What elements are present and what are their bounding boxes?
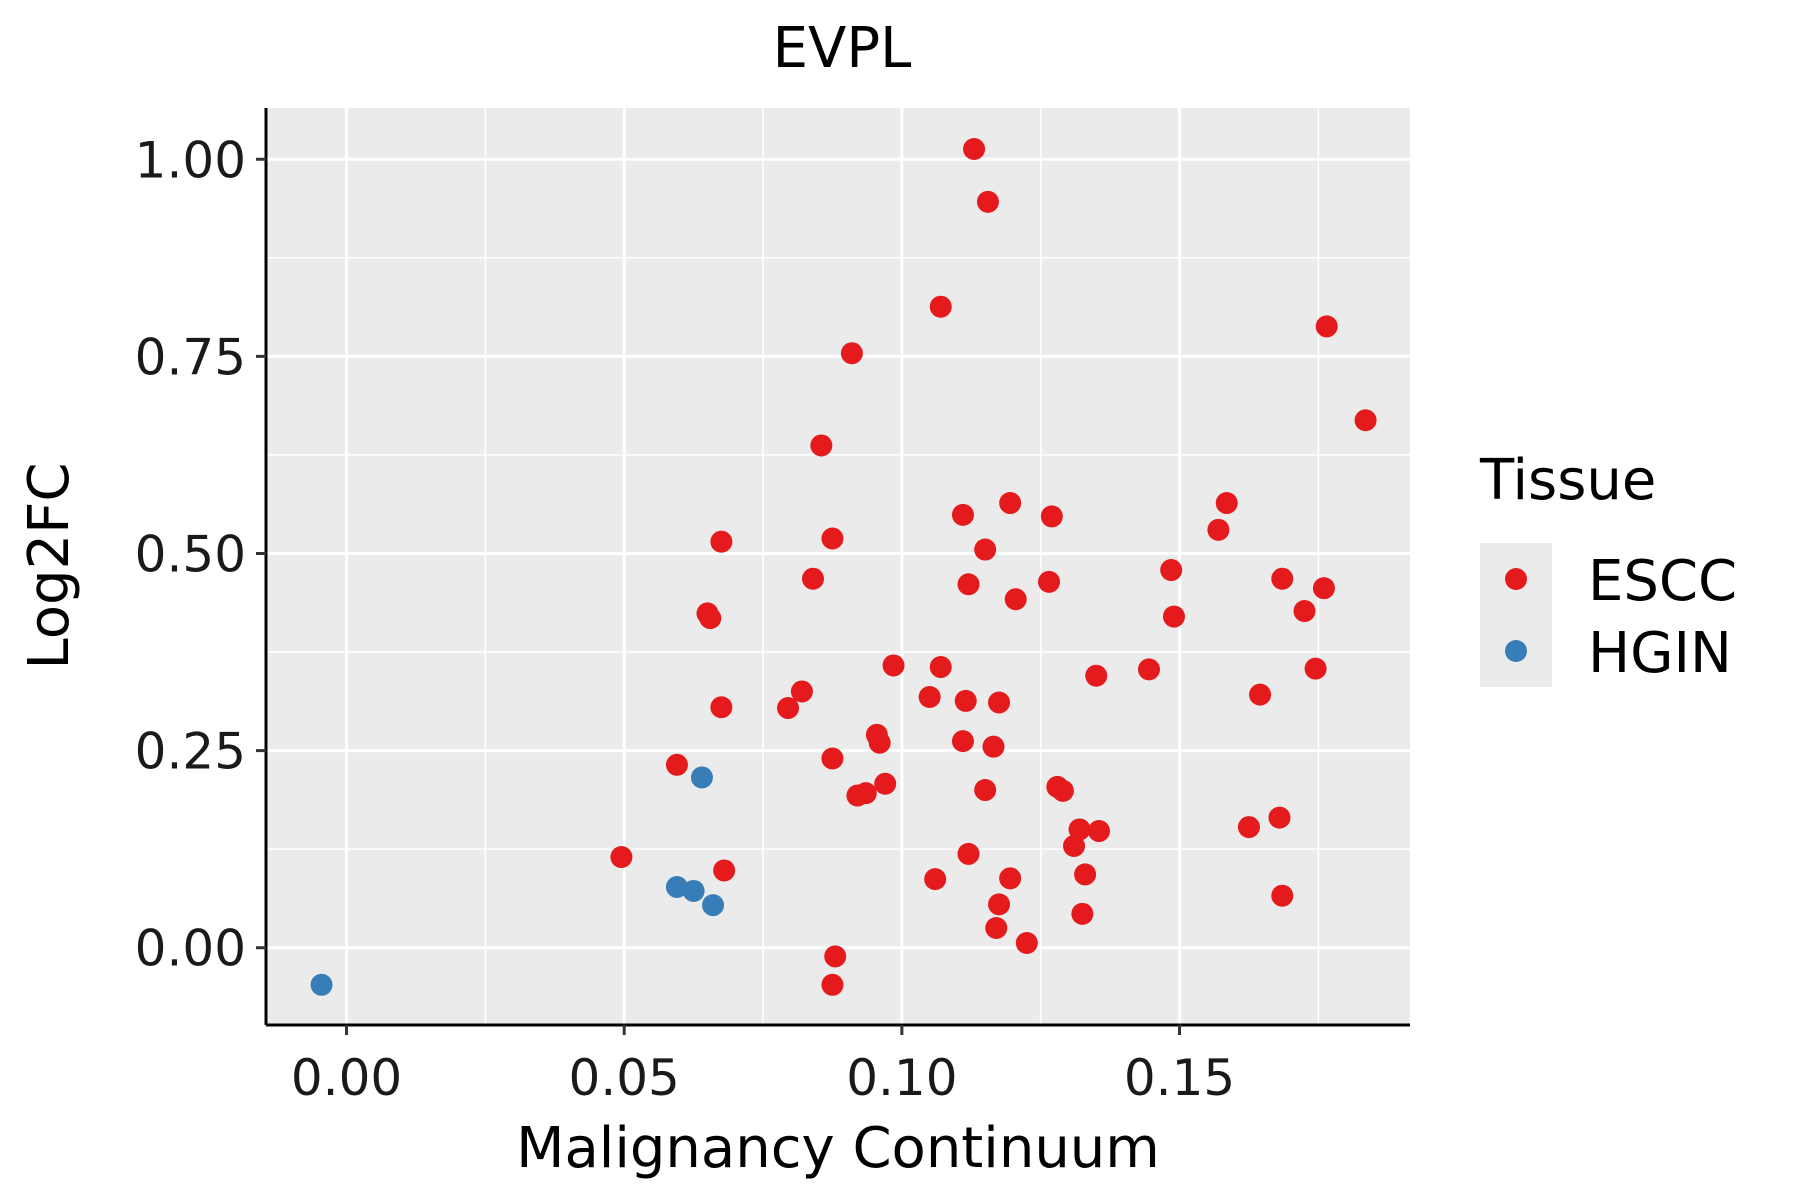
legend-key-hgin <box>1505 640 1527 662</box>
point-escc <box>854 782 877 805</box>
x-tick-label: 0.10 <box>846 1049 957 1107</box>
legend-title: Tissue <box>1479 448 1656 513</box>
point-escc <box>824 945 847 968</box>
point-escc <box>1063 835 1086 858</box>
y-axis-ticks: 0.00 0.25 0.50 0.75 1.00 <box>135 131 266 978</box>
point-escc <box>1051 779 1074 802</box>
point-escc <box>988 893 1011 916</box>
point-escc <box>988 691 1011 714</box>
data-points <box>310 138 1377 996</box>
point-escc <box>1268 806 1291 829</box>
point-escc <box>1068 818 1091 841</box>
point-escc <box>1137 658 1160 681</box>
point-escc <box>1304 657 1327 680</box>
point-escc <box>1071 902 1094 925</box>
legend-label-escc: ESCC <box>1588 549 1737 614</box>
point-escc <box>1015 931 1038 954</box>
point-escc <box>1160 559 1183 582</box>
point-escc <box>699 607 722 630</box>
point-escc <box>929 656 952 679</box>
point-escc <box>1312 577 1335 600</box>
point-escc <box>665 753 688 776</box>
point-escc <box>954 689 977 712</box>
point-escc <box>974 779 997 802</box>
point-escc <box>610 846 633 869</box>
point-escc <box>821 973 844 996</box>
point-escc <box>821 527 844 550</box>
point-escc <box>1162 605 1185 628</box>
y-tick-label: 0.75 <box>135 328 246 386</box>
point-escc <box>957 573 980 596</box>
point-escc <box>1038 570 1061 593</box>
point-escc <box>710 696 733 719</box>
y-tick-label: 0.50 <box>135 525 246 583</box>
point-hgin <box>682 879 705 902</box>
point-hgin <box>702 894 725 917</box>
point-escc <box>1215 492 1238 515</box>
legend-key-escc <box>1505 568 1527 590</box>
point-escc <box>713 859 736 882</box>
point-escc <box>821 747 844 770</box>
point-escc <box>1293 600 1316 623</box>
point-escc <box>1085 664 1108 687</box>
point-escc <box>790 680 813 703</box>
point-hgin <box>665 876 688 899</box>
point-escc <box>810 434 833 457</box>
point-escc <box>957 842 980 865</box>
x-axis-ticks: 0.00 0.05 0.10 0.15 <box>291 1025 1235 1107</box>
point-escc <box>918 685 941 708</box>
point-hgin <box>690 766 713 789</box>
point-escc <box>1207 518 1230 541</box>
y-tick-label: 0.00 <box>135 920 246 978</box>
chart-title: EVPL <box>773 16 912 81</box>
point-escc <box>1237 816 1260 839</box>
legend: Tissue ESCC HGIN <box>1479 448 1737 687</box>
point-escc <box>1249 683 1272 706</box>
point-escc <box>1074 863 1097 886</box>
grid-minor <box>266 108 1410 1025</box>
point-escc <box>1088 820 1111 843</box>
y-axis-title: Log2FC <box>17 463 82 670</box>
point-escc <box>999 867 1022 890</box>
point-escc <box>982 735 1005 758</box>
y-tick-label: 0.25 <box>135 723 246 781</box>
legend-label-hgin: HGIN <box>1588 621 1732 686</box>
point-escc <box>1354 409 1377 432</box>
point-escc <box>802 567 825 590</box>
point-escc <box>951 730 974 753</box>
point-escc <box>868 731 891 754</box>
point-escc <box>924 868 947 891</box>
point-escc <box>882 654 905 677</box>
y-tick-label: 1.00 <box>135 131 246 189</box>
point-escc <box>974 538 997 561</box>
point-escc <box>777 697 800 720</box>
point-escc <box>1271 567 1294 590</box>
point-escc <box>963 138 986 161</box>
x-axis-title: Malignancy Continuum <box>516 1116 1160 1181</box>
point-escc <box>985 917 1008 940</box>
point-escc <box>951 503 974 526</box>
point-escc <box>976 190 999 213</box>
point-hgin <box>310 973 333 996</box>
panel-background <box>266 108 1410 1025</box>
point-escc <box>874 772 897 795</box>
point-escc <box>1004 588 1027 611</box>
x-tick-label: 0.15 <box>1124 1049 1235 1107</box>
point-escc <box>1315 315 1338 338</box>
legend-key-background <box>1480 543 1552 687</box>
x-tick-label: 0.00 <box>291 1049 402 1107</box>
point-escc <box>1040 505 1063 528</box>
x-tick-label: 0.05 <box>569 1049 680 1107</box>
point-escc <box>840 342 863 365</box>
point-escc <box>929 295 952 318</box>
point-escc <box>1271 884 1294 907</box>
plot-area <box>266 108 1410 1025</box>
point-escc <box>999 492 1022 515</box>
point-escc <box>710 530 733 553</box>
